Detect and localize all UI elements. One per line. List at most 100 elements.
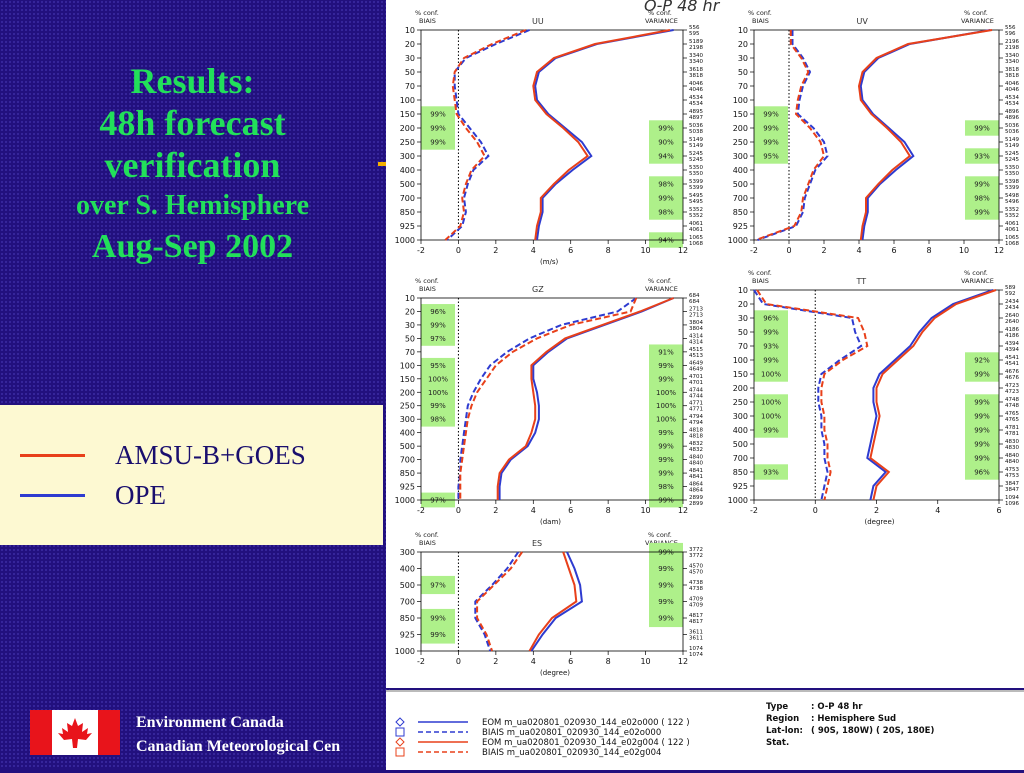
x-tick-label: 2 (874, 506, 879, 515)
left-conf-label: 96% (763, 315, 779, 323)
count-label: 4676 (1005, 369, 1019, 375)
count-label: 5350 (1005, 171, 1019, 177)
count-label: 4840 (1005, 459, 1019, 465)
series-line-red-solid (496, 297, 674, 500)
count-label: 5036 (1005, 129, 1019, 135)
x-tick-label: 0 (456, 506, 461, 515)
y-tick-label: 150 (400, 110, 415, 119)
right-conf-box (649, 371, 683, 387)
left-conf-label: 99% (430, 125, 446, 133)
left-header-biais: BIAIS (752, 17, 769, 25)
y-tick-label: 700 (400, 598, 415, 607)
series-line-blue-solid (534, 29, 674, 241)
count-label: 5036 (1005, 123, 1019, 129)
series-line-blue-solid (530, 551, 583, 652)
right-conf-box (965, 204, 999, 220)
count-label: 684 (689, 293, 700, 299)
left-header-biais: BIAIS (419, 17, 436, 25)
meta-value: ( 90S, 180W) ( 20S, 180E) (811, 726, 934, 736)
count-label: 4701 (689, 374, 703, 380)
left-conf-label: 99% (763, 125, 779, 133)
y-tick-label: 400 (733, 166, 748, 175)
left-conf-box (421, 398, 455, 414)
x-tick-label: 0 (456, 657, 461, 666)
left-conf-box (754, 310, 788, 326)
left-header-conf: % conf. (415, 531, 439, 539)
count-label: 4570 (689, 564, 703, 570)
count-label: 5495 (689, 193, 703, 199)
series-line-blue-dashed (457, 297, 637, 500)
count-label: 4895 (689, 109, 703, 115)
left-conf-box (421, 317, 455, 333)
count-label: 4649 (689, 366, 703, 372)
count-label: 4744 (689, 387, 703, 393)
x-tick-label: 12 (678, 246, 688, 255)
count-label: 3611 (689, 636, 703, 642)
y-tick-label: 70 (405, 82, 415, 91)
x-tick-label: 10 (959, 246, 969, 255)
right-conf-label: 99% (974, 371, 990, 379)
left-header-conf: % conf. (748, 269, 772, 277)
right-conf-box (649, 411, 683, 427)
x-tick-label: -2 (417, 657, 425, 666)
y-tick-label: 400 (400, 565, 415, 574)
x-tick-label: -2 (750, 246, 758, 255)
count-label: 596 (1005, 31, 1016, 37)
y-tick-label: 850 (733, 468, 748, 477)
right-conf-label: 96% (974, 469, 990, 477)
square-marker-icon (395, 747, 405, 757)
count-label: 4394 (1005, 341, 1019, 347)
left-conf-label: 93% (763, 343, 779, 351)
verification-figure: O-P 48 hr % conf. BIAIS% conf. VARIANCE UU 9… (386, 0, 1024, 688)
count-label: 2640 (1005, 313, 1019, 319)
legend-item-amsu: AMSU-B+GOES (20, 440, 306, 471)
series-line-blue-solid (498, 297, 674, 500)
y-tick-label: 10 (738, 26, 748, 35)
count-label: 4186 (1005, 327, 1019, 333)
count-label: 3772 (689, 547, 703, 553)
left-conf-label: 99% (763, 427, 779, 435)
panel-title: UU (532, 17, 544, 26)
panel-es: % conf.BIAIS% conf.VARIANCEES97%99%99%99… (395, 531, 704, 677)
left-conf-box (421, 384, 455, 400)
count-label: 4709 (689, 603, 703, 609)
count-label: 2899 (689, 495, 703, 501)
x-tick-label: 8 (606, 506, 611, 515)
count-label: 1096 (1005, 501, 1019, 507)
y-tick-label: 1000 (395, 236, 415, 245)
y-tick-label: 925 (733, 222, 748, 231)
right-conf-box (649, 575, 683, 595)
right-conf-label: 99% (974, 413, 990, 421)
count-label: 4896 (1005, 109, 1019, 115)
right-conf-box (965, 436, 999, 452)
right-conf-box (965, 352, 999, 368)
right-conf-label: 99% (658, 470, 674, 478)
left-header-biais: BIAIS (419, 285, 436, 293)
x-axis-label: (degree) (540, 669, 570, 677)
y-tick-label: 20 (738, 300, 748, 309)
count-label: 3804 (689, 326, 703, 332)
count-label: 1068 (1005, 241, 1019, 247)
slide-title: Results: 48h forecast verification over … (0, 60, 385, 268)
x-tick-label: 10 (640, 506, 650, 515)
count-label: 4046 (689, 81, 703, 87)
y-tick-label: 30 (405, 54, 415, 63)
y-tick-label: 925 (400, 483, 415, 492)
y-tick-label: 150 (733, 110, 748, 119)
count-label: 4676 (1005, 375, 1019, 381)
y-tick-label: 300 (400, 152, 415, 161)
x-tick-label: 6 (996, 506, 1001, 515)
meta-value: : O-P 48 hr (811, 702, 863, 712)
right-conf-box (965, 120, 999, 136)
left-conf-label: 99% (763, 111, 779, 119)
right-conf-box (965, 190, 999, 206)
right-header-conf: % conf. (648, 277, 672, 285)
right-header-conf: % conf. (964, 9, 988, 17)
count-label: 4832 (689, 441, 703, 447)
panel-frame (420, 29, 684, 241)
series-line-red-solid (528, 551, 578, 652)
count-label: 4864 (689, 482, 703, 488)
left-conf-label: 99% (430, 631, 446, 639)
y-tick-label: 250 (400, 138, 415, 147)
series-line-red-dashed (755, 30, 826, 241)
